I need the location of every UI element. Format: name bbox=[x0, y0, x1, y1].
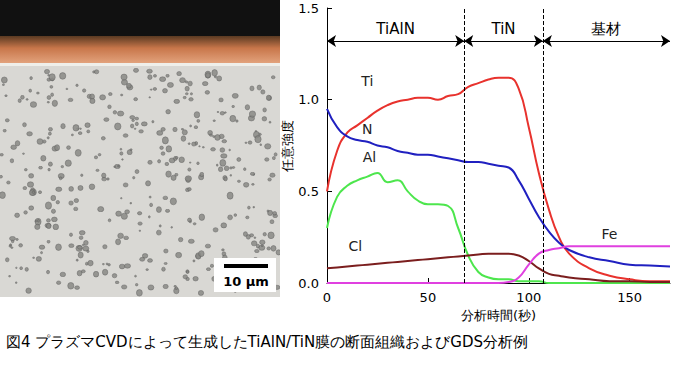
svg-text:0.5: 0.5 bbox=[298, 184, 319, 199]
svg-text:0: 0 bbox=[323, 290, 331, 305]
svg-text:N: N bbox=[362, 121, 372, 137]
svg-text:TiN: TiN bbox=[490, 20, 515, 38]
svg-text:任意強度: 任意強度 bbox=[280, 120, 295, 173]
svg-text:TiAlN: TiAlN bbox=[375, 20, 415, 38]
svg-text:50: 50 bbox=[420, 290, 437, 305]
svg-text:100: 100 bbox=[516, 290, 541, 305]
svg-text:150: 150 bbox=[617, 290, 642, 305]
svg-text:Fe: Fe bbox=[602, 226, 618, 242]
svg-text:Cl: Cl bbox=[348, 238, 362, 254]
svg-text:Al: Al bbox=[363, 149, 376, 165]
svg-text:基材: 基材 bbox=[591, 20, 621, 38]
svg-text:Ti: Ti bbox=[360, 73, 373, 89]
svg-text:1.5: 1.5 bbox=[298, 1, 319, 16]
html-text:図4 プラズマCVDによって生成したTiAlN/TiN膜の断: 図4 プラズマCVDによって生成したTiAlN/TiN膜の断面組織およびGDS分… bbox=[6, 333, 528, 351]
svg-text:1.0: 1.0 bbox=[298, 92, 319, 107]
svg-text:分析時間(秒): 分析時間(秒) bbox=[461, 308, 536, 323]
svg-text:10 µm: 10 µm bbox=[223, 274, 269, 289]
svg-text:0.0: 0.0 bbox=[298, 276, 319, 291]
